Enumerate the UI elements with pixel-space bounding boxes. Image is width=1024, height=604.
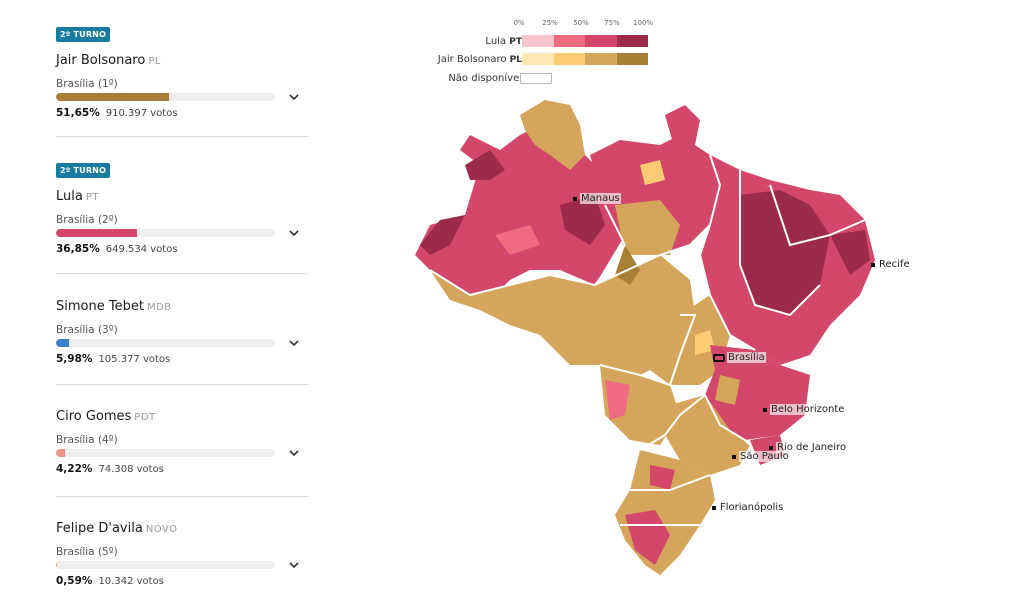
- vote-count: 105.377 votos: [98, 354, 171, 365]
- vote-count: 74.308 votos: [98, 464, 164, 475]
- vote-percent: 36,85%: [56, 243, 100, 255]
- vote-percent: 51,65%: [56, 107, 100, 119]
- chevron-down-icon[interactable]: [288, 227, 300, 239]
- legend-label: Lula PT: [485, 35, 522, 47]
- vote-bar-fill: [56, 339, 70, 347]
- legend-tick: 0%: [513, 19, 525, 27]
- candidate-name: Ciro Gomes: [56, 409, 132, 424]
- candidate-party: PDT: [134, 412, 156, 423]
- chevron-down-icon[interactable]: [288, 447, 300, 459]
- candidate-name: Lula: [56, 189, 83, 204]
- vote-bar-fill: [56, 449, 66, 457]
- vote-bar: [56, 561, 275, 569]
- city-marker-rio-de-janeiro[interactable]: Rio de Janeiro: [769, 442, 848, 453]
- city-dot-icon: [573, 196, 577, 201]
- vote-bar-fill: [56, 93, 170, 101]
- vote-bar: [56, 339, 275, 347]
- city-marker-belo-horizonte[interactable]: Belo Horizonte: [763, 404, 846, 415]
- vote-bar: [56, 229, 275, 237]
- legend-label: Jair Bolsonaro PL: [437, 53, 522, 65]
- candidate-card[interactable]: Ciro Gomes PDT Brasília (4º) 4,22% 74.308 …: [56, 385, 308, 497]
- candidate-place: Brasília (4º): [56, 434, 118, 446]
- legend-tick: 75%: [604, 19, 620, 27]
- candidate-name: Felipe D'avila: [56, 521, 143, 536]
- city-marker-manaus[interactable]: Manaus: [573, 193, 621, 204]
- second-round-badge: 2º TURNO: [56, 163, 111, 178]
- city-dot-icon: [712, 505, 716, 510]
- chevron-down-icon[interactable]: [288, 91, 300, 103]
- chevron-down-icon[interactable]: [288, 559, 300, 571]
- candidate-card[interactable]: 2º TURNO Lula PT Brasília (2º) 36,85% 649.…: [56, 137, 308, 274]
- candidate-place: Brasília (3º): [56, 324, 118, 336]
- candidate-card[interactable]: Felipe D'avila NOVO Brasília (5º) 0,59% 10…: [56, 497, 308, 597]
- not-available-swatch: [520, 72, 552, 84]
- candidate-party: PL: [148, 56, 161, 67]
- candidate-place: Brasília (5º): [56, 546, 118, 558]
- vote-percent: 5,98%: [56, 353, 93, 365]
- candidate-list: 2º TURNO Jair Bolsonaro PL Brasília (1º) …: [56, 0, 308, 597]
- legend-swatches: [522, 53, 648, 65]
- map-legend: 0% 25% 50% 75% 100% Lula PT Jair Bolsona…: [420, 14, 660, 84]
- vote-bar-fill: [56, 561, 58, 569]
- city-dot-icon: [871, 262, 875, 267]
- brazil-choropleth-map[interactable]: Manaus Recife Brasília Belo Horizonte Ri…: [410, 95, 930, 595]
- map-svg[interactable]: [410, 95, 930, 595]
- city-marker-florianopolis[interactable]: Florianópolis: [712, 502, 785, 513]
- city-marker-recife[interactable]: Recife: [871, 259, 911, 270]
- city-dot-icon: [732, 454, 736, 459]
- legend-row-bolsonaro: Jair Bolsonaro PL: [420, 52, 660, 66]
- vote-bar-fill: [56, 229, 137, 237]
- candidate-party: NOVO: [145, 524, 178, 535]
- candidate-place: Brasília (2º): [56, 214, 118, 226]
- legend-label: Não disponível: [448, 72, 522, 84]
- city-marker-sao-paulo[interactable]: São Paulo: [732, 451, 790, 462]
- vote-bar: [56, 93, 275, 101]
- candidate-card[interactable]: 2º TURNO Jair Bolsonaro PL Brasília (1º) …: [56, 0, 308, 137]
- candidate-place: Brasília (1º): [56, 78, 118, 90]
- chevron-down-icon[interactable]: [288, 337, 300, 349]
- vote-count: 910.397 votos: [105, 108, 178, 119]
- legend-row-lula: Lula PT: [420, 34, 660, 48]
- city-dot-icon: [769, 445, 773, 450]
- city-marker-brasilia[interactable]: Brasília: [713, 352, 766, 363]
- candidate-name: Simone Tebet: [56, 299, 144, 314]
- vote-count: 649.534 votos: [105, 244, 178, 255]
- legend-row-na: Não disponível: [420, 71, 660, 85]
- second-round-badge: 2º TURNO: [56, 27, 111, 42]
- legend-swatches: [522, 35, 648, 47]
- vote-percent: 4,22%: [56, 463, 93, 475]
- capital-icon: [713, 353, 725, 362]
- candidate-name: Jair Bolsonaro: [56, 53, 146, 68]
- vote-bar: [56, 449, 275, 457]
- candidate-party: MDB: [146, 302, 172, 313]
- candidate-party: PT: [85, 192, 99, 203]
- candidate-card[interactable]: Simone Tebet MDB Brasília (3º) 5,98% 105.3…: [56, 274, 308, 385]
- legend-tick: 100%: [632, 19, 654, 27]
- vote-percent: 0,59%: [56, 575, 93, 587]
- legend-tick: 25%: [542, 19, 558, 27]
- city-dot-icon: [763, 407, 767, 412]
- legend-tick: 50%: [573, 19, 589, 27]
- vote-count: 10.342 votos: [98, 576, 164, 587]
